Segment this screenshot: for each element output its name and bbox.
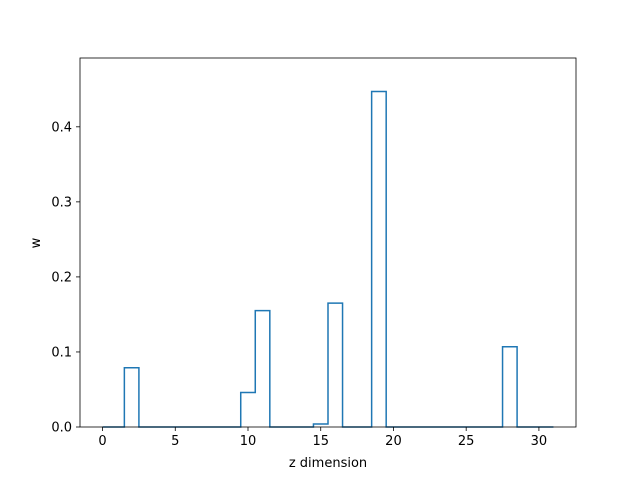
y-tick-label: 0.0 bbox=[51, 421, 72, 436]
x-tick-label: 25 bbox=[458, 434, 475, 449]
x-tick-label: 30 bbox=[531, 434, 548, 449]
y-tick-label: 0.1 bbox=[51, 345, 72, 360]
y-axis-label: w bbox=[29, 237, 44, 248]
x-tick-label: 10 bbox=[240, 434, 257, 449]
y-axis-ticks: 0.0 0.1 0.2 0.3 0.4 bbox=[51, 120, 80, 436]
y-tick-label: 0.3 bbox=[51, 195, 72, 210]
x-tick-label: 20 bbox=[385, 434, 402, 449]
x-tick-label: 0 bbox=[98, 434, 106, 449]
y-tick-label: 0.4 bbox=[51, 120, 72, 135]
y-tick-label: 0.2 bbox=[51, 270, 72, 285]
x-axis-ticks: 0 5 10 15 20 25 30 bbox=[98, 427, 547, 449]
x-tick-label: 15 bbox=[312, 434, 329, 449]
x-axis-label: z dimension bbox=[289, 456, 367, 471]
plot-area bbox=[79, 57, 577, 428]
axes-frame bbox=[79, 57, 577, 428]
x-tick-label: 5 bbox=[171, 434, 179, 449]
